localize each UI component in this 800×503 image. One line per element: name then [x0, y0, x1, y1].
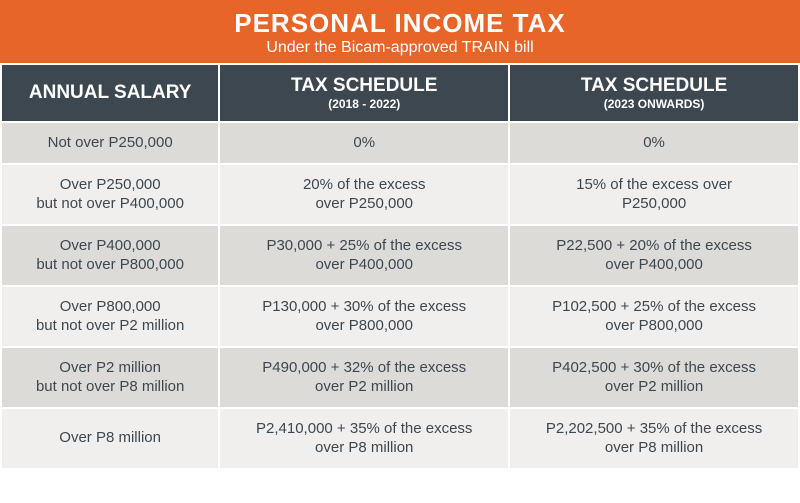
cell-sched2: P22,500 + 20% of the excessover P400,000 — [509, 225, 799, 286]
col-sub: (2023 ONWARDS) — [516, 97, 792, 111]
cell-sched1: P130,000 + 30% of the excessover P800,00… — [219, 286, 509, 347]
cell-sched2: P402,500 + 30% of the excessover P2 mill… — [509, 347, 799, 408]
col-header-salary: ANNUAL SALARY — [1, 64, 219, 122]
cell-sched1: 0% — [219, 122, 509, 164]
subtitle: Under the Bicam-approved TRAIN bill — [0, 39, 800, 57]
cell-sched2: P2,202,500 + 35% of the excessover P8 mi… — [509, 408, 799, 469]
col-title: TAX SCHEDULE — [516, 75, 792, 97]
col-header-sched2: TAX SCHEDULE (2023 ONWARDS) — [509, 64, 799, 122]
cell-sched2: P102,500 + 25% of the excessover P800,00… — [509, 286, 799, 347]
table-row: Over P400,000but not over P800,000P30,00… — [1, 225, 799, 286]
cell-sched1: P30,000 + 25% of the excessover P400,000 — [219, 225, 509, 286]
cell-sched2: 15% of the excess overP250,000 — [509, 164, 799, 225]
table-row: Over P8 millionP2,410,000 + 35% of the e… — [1, 408, 799, 469]
col-title: ANNUAL SALARY — [8, 82, 212, 104]
cell-salary: Over P250,000but not over P400,000 — [1, 164, 219, 225]
table-row: Not over P250,0000%0% — [1, 122, 799, 164]
cell-salary: Not over P250,000 — [1, 122, 219, 164]
table-row: Over P800,000but not over P2 millionP130… — [1, 286, 799, 347]
tax-table: ANNUAL SALARY TAX SCHEDULE (2018 - 2022)… — [0, 63, 800, 470]
cell-salary: Over P2 millionbut not over P8 million — [1, 347, 219, 408]
table-header-row: ANNUAL SALARY TAX SCHEDULE (2018 - 2022)… — [1, 64, 799, 122]
col-sub: (2018 - 2022) — [226, 97, 502, 111]
cell-sched2: 0% — [509, 122, 799, 164]
table-row: Over P250,000but not over P400,00020% of… — [1, 164, 799, 225]
cell-salary: Over P8 million — [1, 408, 219, 469]
title-header: PERSONAL INCOME TAX Under the Bicam-appr… — [0, 0, 800, 63]
cell-sched1: P490,000 + 32% of the excessover P2 mill… — [219, 347, 509, 408]
col-title: TAX SCHEDULE — [226, 75, 502, 97]
cell-salary: Over P400,000but not over P800,000 — [1, 225, 219, 286]
title: PERSONAL INCOME TAX — [0, 8, 800, 39]
cell-sched1: 20% of the excessover P250,000 — [219, 164, 509, 225]
cell-sched1: P2,410,000 + 35% of the excessover P8 mi… — [219, 408, 509, 469]
table-body: Not over P250,0000%0%Over P250,000but no… — [1, 122, 799, 469]
col-header-sched1: TAX SCHEDULE (2018 - 2022) — [219, 64, 509, 122]
table-row: Over P2 millionbut not over P8 millionP4… — [1, 347, 799, 408]
cell-salary: Over P800,000but not over P2 million — [1, 286, 219, 347]
